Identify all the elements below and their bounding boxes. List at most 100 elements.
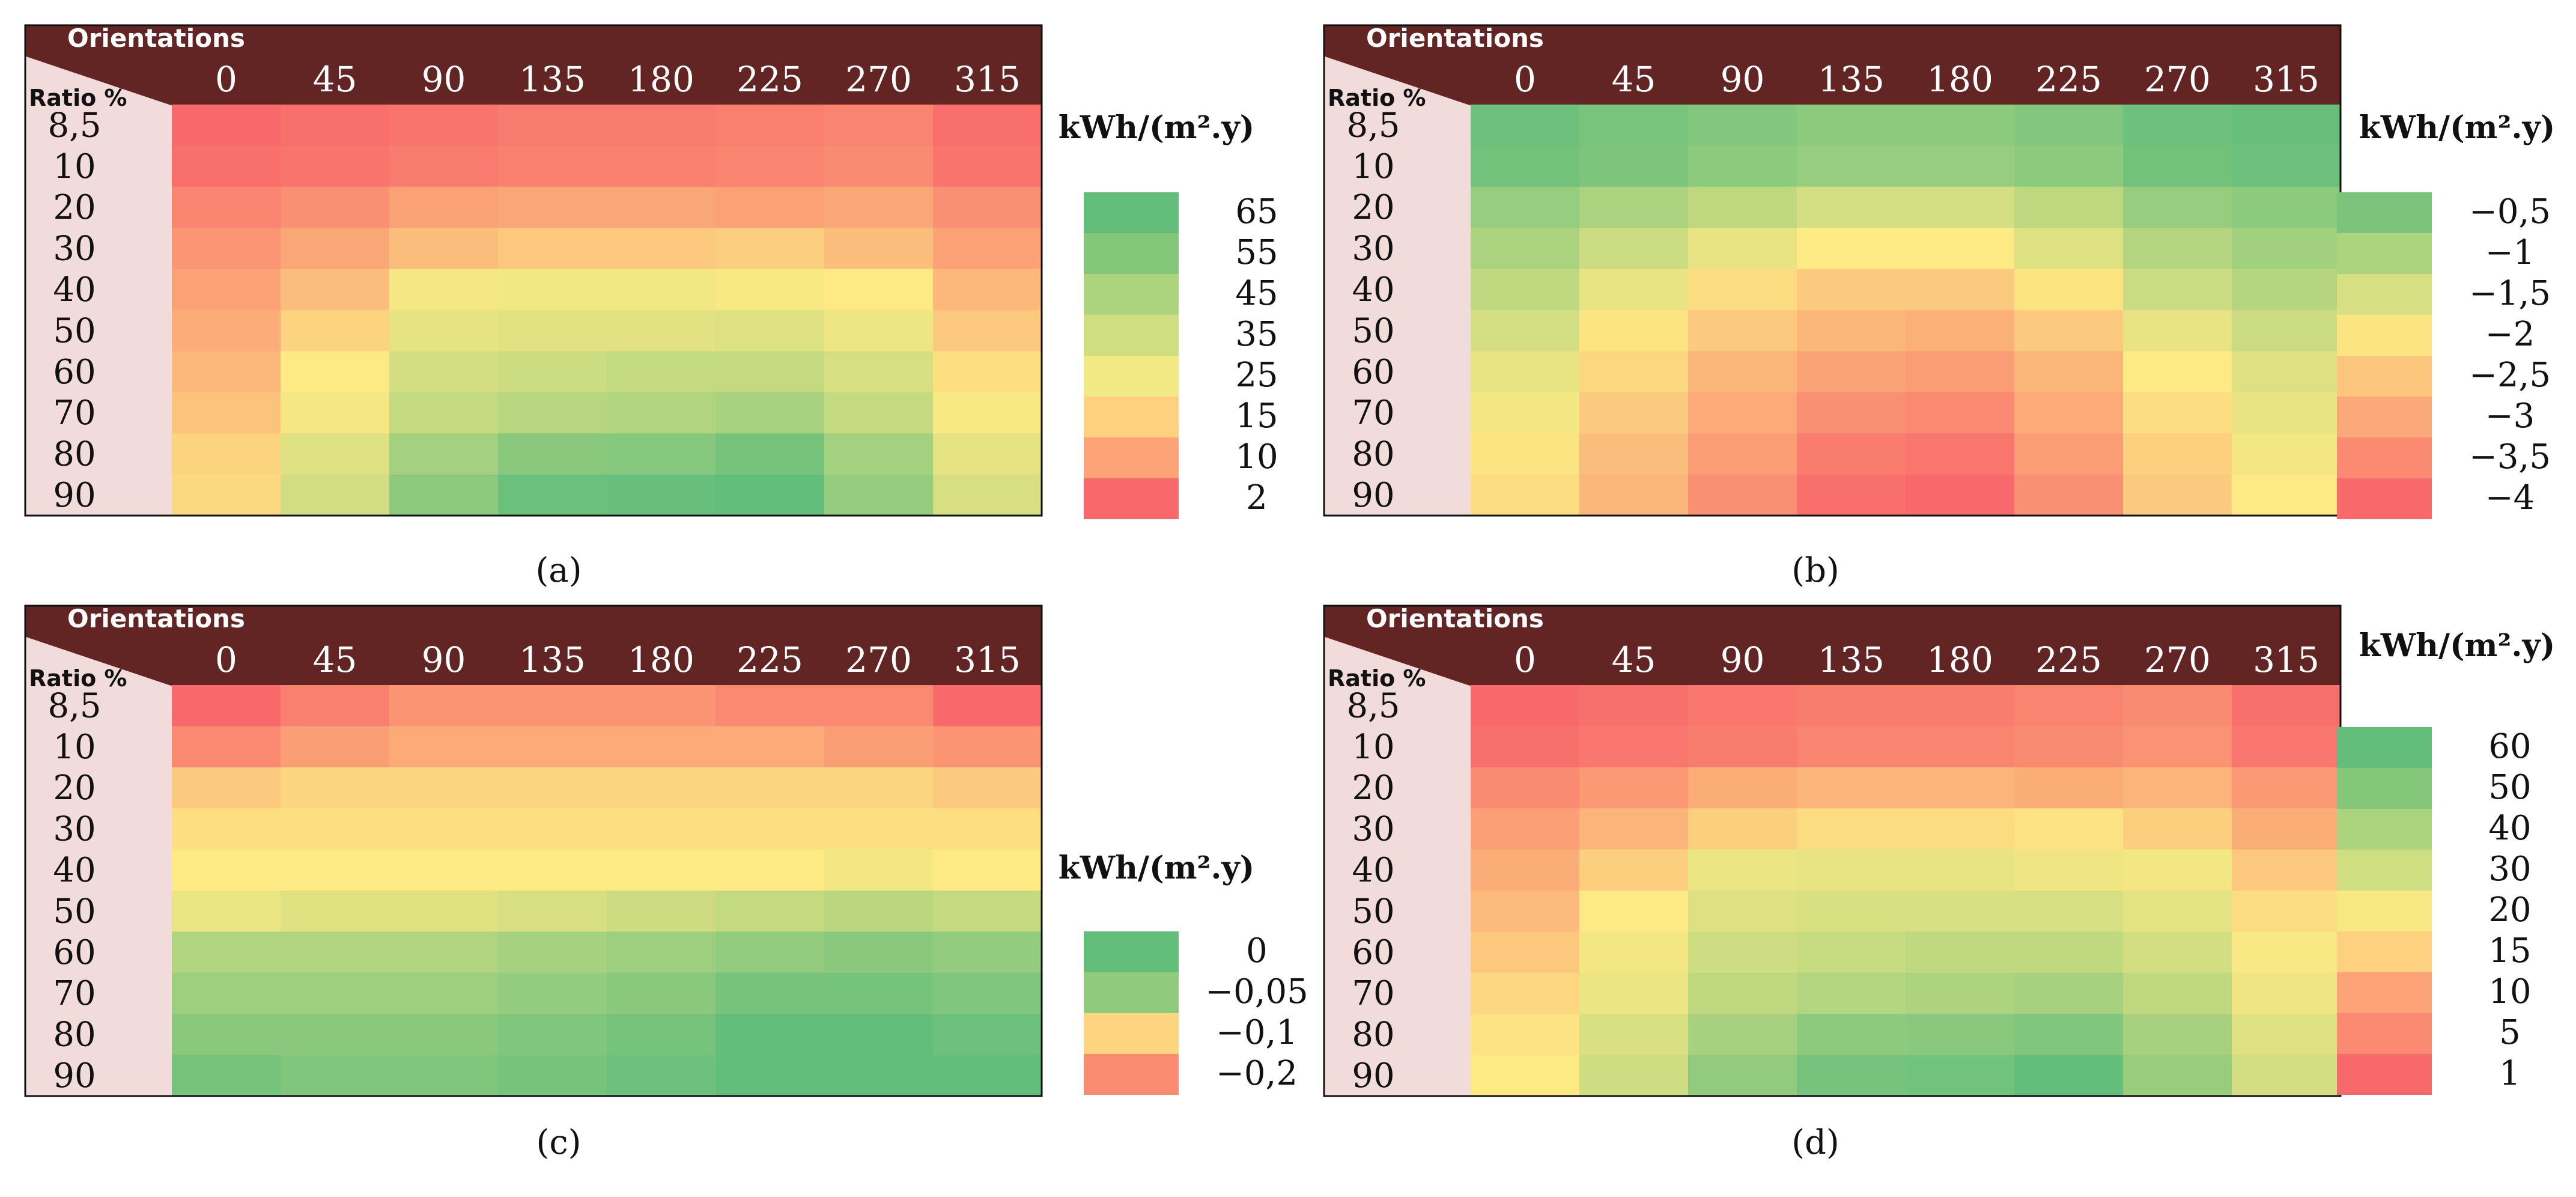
- heatmap-cell: [1579, 972, 1689, 1014]
- heatmap-cell: [2123, 351, 2232, 393]
- legend-swatch: [2337, 850, 2432, 891]
- column-header-180: 180: [1927, 59, 1993, 100]
- legend-swatch: [2337, 768, 2432, 809]
- heatmap-cell: [389, 685, 499, 726]
- heatmap-cell: [824, 808, 934, 850]
- legend-swatch: [2337, 727, 2432, 768]
- column-header-225: 225: [2035, 59, 2102, 100]
- heatmap-cell: [824, 685, 934, 726]
- corner-divider: [1323, 635, 1471, 686]
- legend-label: 40: [2488, 809, 2531, 848]
- row-label-60: 60: [1352, 353, 1394, 392]
- heatmap-cell: [1688, 351, 1797, 393]
- heatmap-cell: [281, 392, 390, 434]
- heatmap-cell: [1906, 891, 2015, 932]
- row-label-20: 20: [53, 188, 96, 227]
- heatmap-cell: [824, 433, 934, 475]
- legend-swatch: [1084, 478, 1179, 519]
- heatmap-cell: [715, 310, 825, 352]
- heatmap-cell: [2014, 474, 2124, 516]
- heatmap-cell: [498, 145, 607, 187]
- legend-swatch: [1084, 972, 1179, 1013]
- heatmap-cell: [824, 726, 934, 768]
- heatmap-cell: [1471, 931, 1580, 973]
- heatmap-cell: [933, 849, 1042, 891]
- heatmap-cell: [933, 269, 1042, 311]
- heatmap-cell: [2014, 931, 2124, 973]
- heatmap-cell: [1797, 269, 1906, 311]
- heatmap-cell: [281, 767, 390, 809]
- heatmap-cell: [2014, 1055, 2124, 1097]
- heatmap-cell: [1906, 269, 2015, 311]
- heatmap-cell: [933, 145, 1042, 187]
- row-label-10: 10: [1352, 147, 1394, 186]
- heatmap-cell: [933, 767, 1042, 809]
- heatmap-cell: [1797, 186, 1906, 228]
- heatmap-cell: [1579, 105, 1689, 146]
- heatmap-cell: [1471, 1014, 1580, 1056]
- column-header-270: 270: [845, 639, 912, 680]
- legend-label: 60: [2488, 727, 2531, 766]
- heatmap-cell: [607, 931, 716, 973]
- column-header-135: 135: [519, 59, 586, 100]
- heatmap-cell: [2232, 310, 2341, 352]
- column-header-315: 315: [954, 639, 1021, 680]
- ratio-column-bg: [1324, 105, 1471, 516]
- heatmap-cell: [1471, 972, 1580, 1014]
- column-header-270: 270: [2144, 639, 2211, 680]
- column-header-45: 45: [1612, 59, 1656, 100]
- heatmap-cell: [1906, 931, 2015, 973]
- heatmap-cell: [933, 1055, 1042, 1097]
- heatmap-cell: [1906, 351, 2015, 393]
- heatmap-cell: [715, 1055, 825, 1097]
- legend-swatch: [2337, 315, 2432, 356]
- heatmap-cell: [389, 186, 499, 228]
- heatmap-cell: [1688, 105, 1797, 146]
- heatmap-cell: [1797, 1055, 1906, 1097]
- heatmap-cell: [2014, 972, 2124, 1014]
- column-header-270: 270: [2144, 59, 2211, 100]
- heatmap-cell: [2232, 931, 2341, 973]
- row-label-90: 90: [53, 476, 96, 515]
- heatmap-cell: [1797, 808, 1906, 850]
- heatmap-cell: [1579, 145, 1689, 187]
- heatmap-cell: [715, 145, 825, 187]
- heatmap-cell: [715, 891, 825, 932]
- heatmap-cell: [1688, 931, 1797, 973]
- heatmap-cell: [824, 767, 934, 809]
- heatmap-cell: [498, 1014, 607, 1056]
- heatmap-cell: [715, 808, 825, 850]
- column-header-0: 0: [1514, 59, 1536, 100]
- row-label-50: 50: [1352, 892, 1394, 931]
- legend-swatch: [2337, 1054, 2432, 1095]
- heatmap-cell: [1579, 186, 1689, 228]
- heatmap-cell: [607, 392, 716, 434]
- heatmap-cell: [2123, 392, 2232, 434]
- heatmap-cell: [1797, 433, 1906, 475]
- heatmap-cell: [172, 891, 281, 932]
- column-header-180: 180: [1927, 639, 1993, 680]
- heatmap-cell: [2014, 685, 2124, 726]
- heatmap-cell: [2232, 767, 2341, 809]
- heatmap-cell: [1471, 351, 1580, 393]
- legend-swatch: [1084, 931, 1179, 972]
- panel-caption: (d): [1791, 1123, 1839, 1162]
- heatmap-cell: [2232, 849, 2341, 891]
- heatmap-cell: [2123, 726, 2232, 768]
- heatmap-cell: [1906, 392, 2015, 434]
- heatmap-cell: [172, 186, 281, 228]
- panel-caption: (b): [1791, 551, 1839, 590]
- column-header-180: 180: [628, 639, 694, 680]
- heatmap-cell: [933, 685, 1042, 726]
- row-label-20: 20: [1352, 769, 1394, 808]
- column-header-225: 225: [737, 639, 803, 680]
- heatmap-cell: [607, 269, 716, 311]
- column-header-225: 225: [737, 59, 803, 100]
- row-label-70: 70: [1352, 974, 1394, 1013]
- ratio-column-bg: [25, 685, 172, 1096]
- ratio-column-bg: [1324, 685, 1471, 1096]
- heatmap-cell: [1579, 1055, 1689, 1097]
- legend-label: −1: [2485, 233, 2535, 272]
- legend-label: −1,5: [2469, 274, 2551, 313]
- legend-swatch: [2337, 397, 2432, 437]
